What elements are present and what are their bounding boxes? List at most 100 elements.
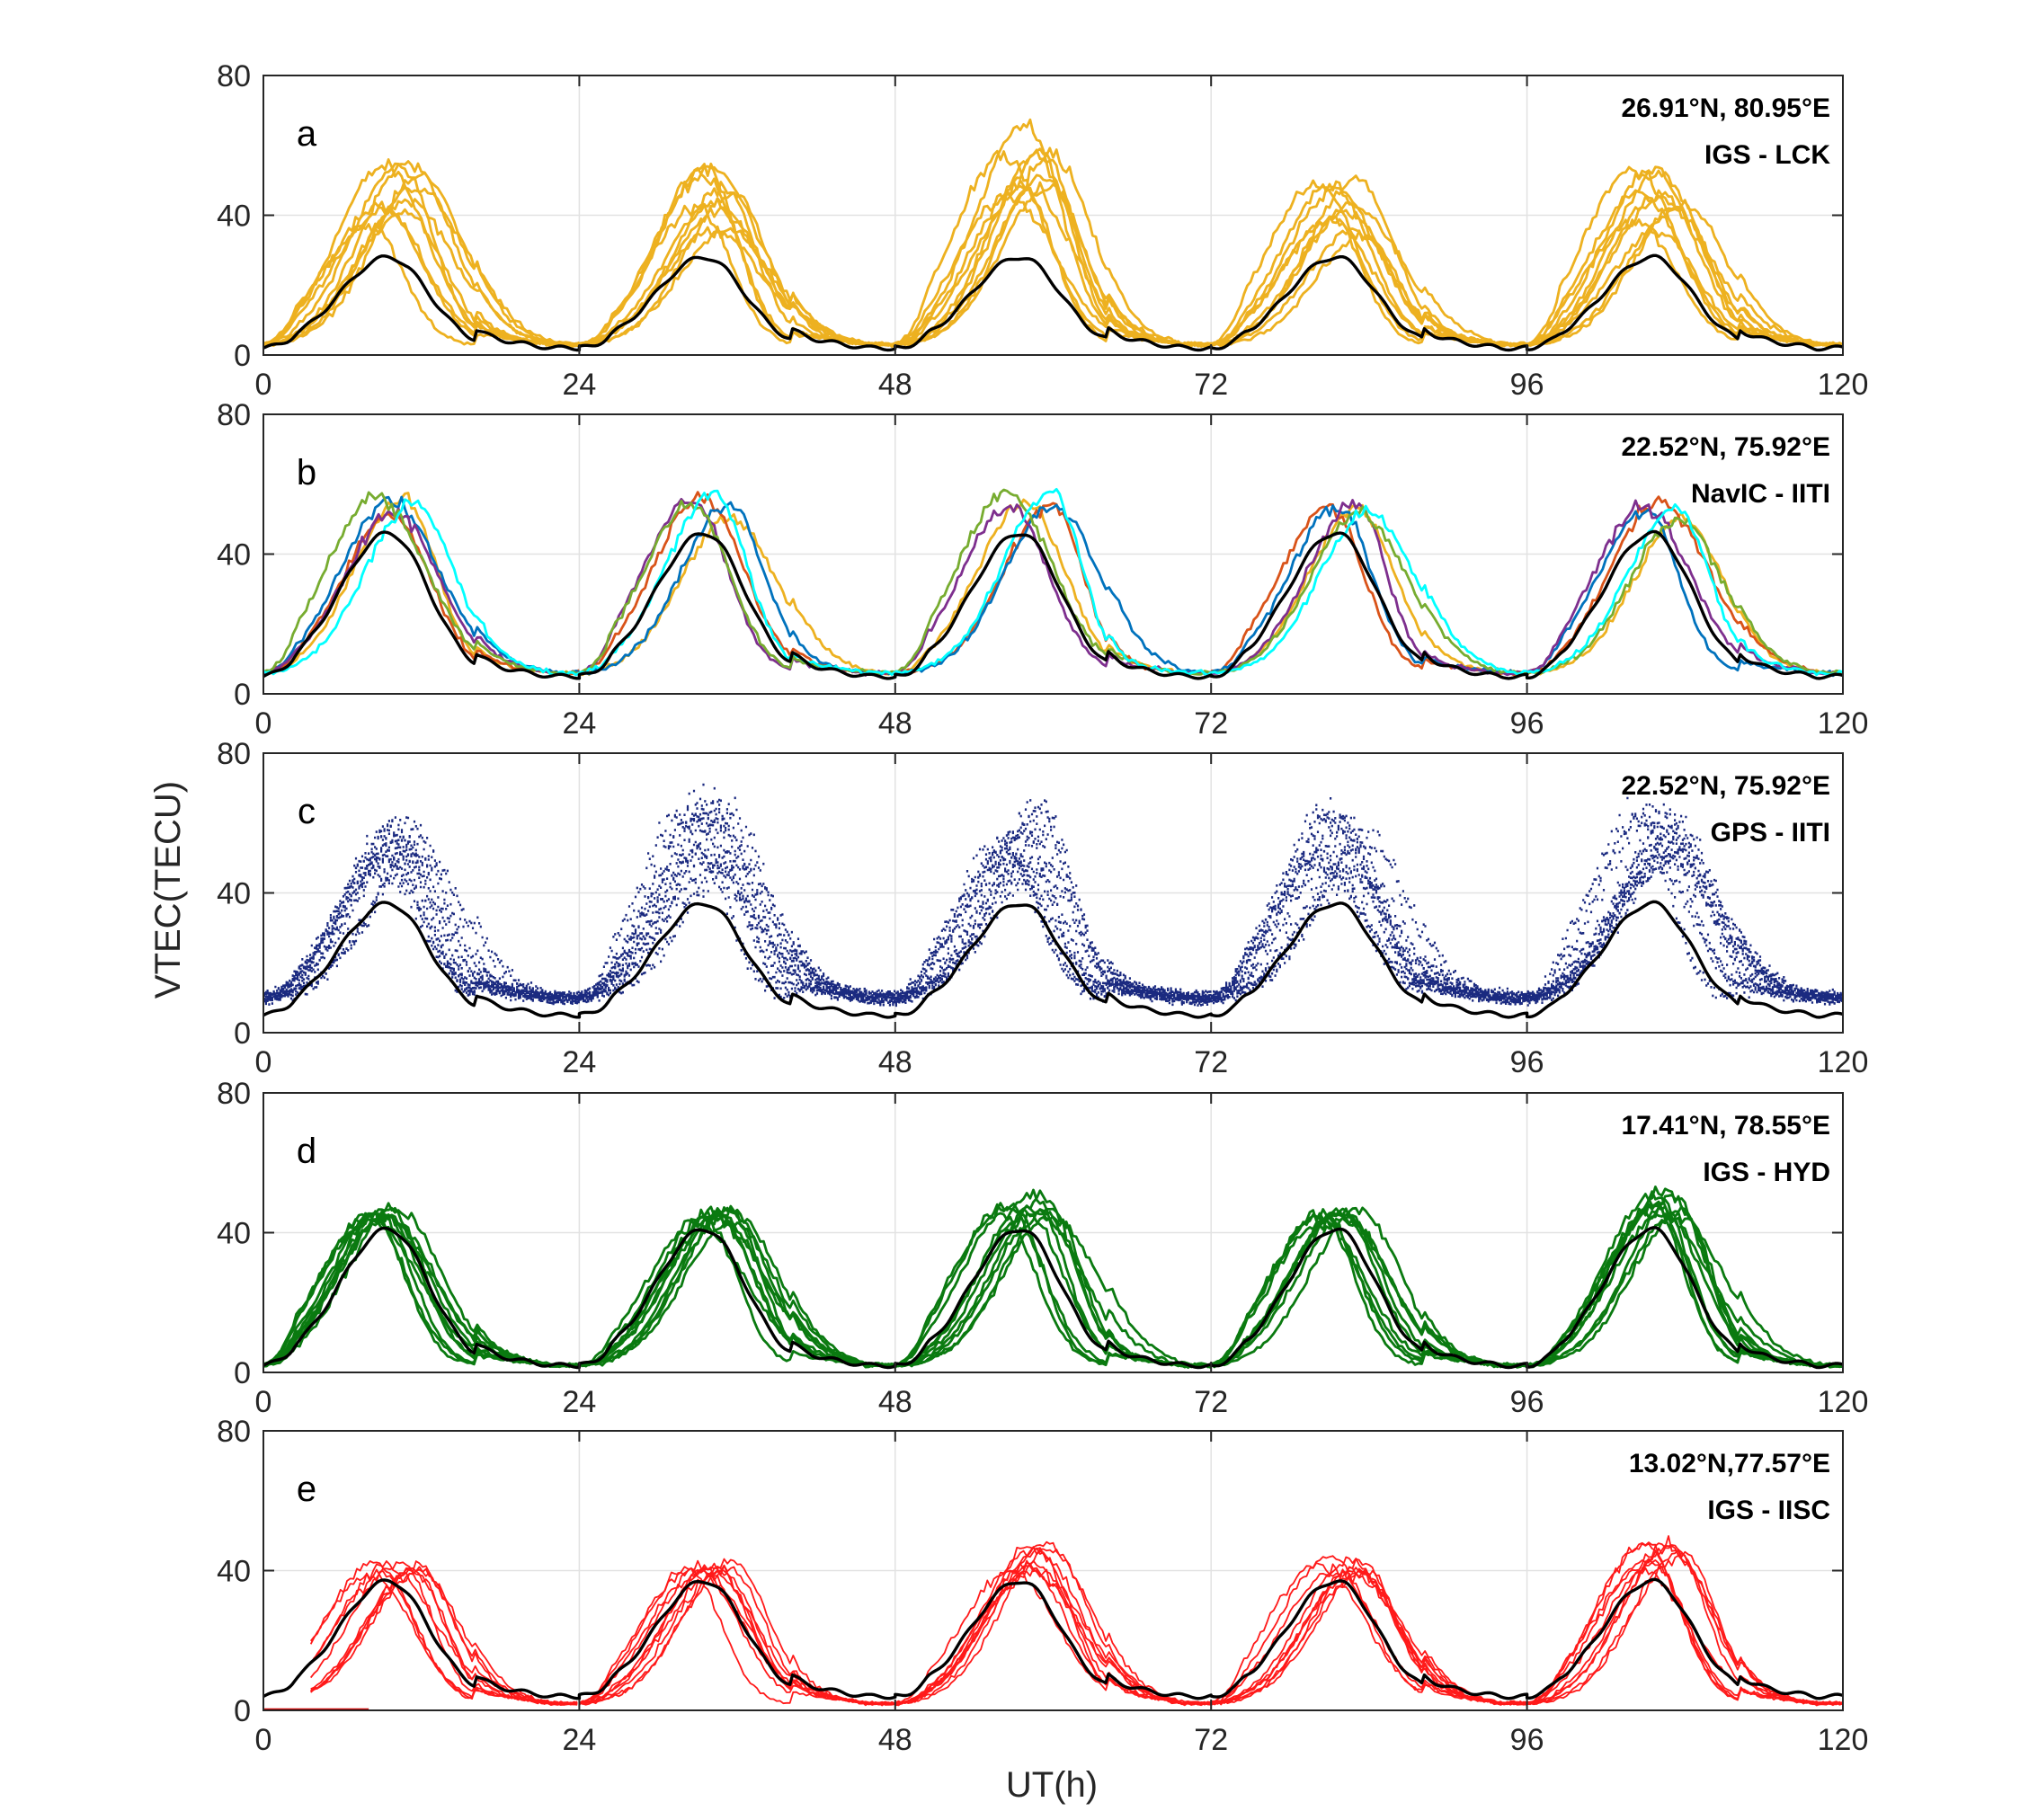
observed-line — [1210, 215, 1527, 348]
y-tick-label: 40 — [217, 1217, 251, 1251]
x-tick-label: 48 — [878, 1385, 912, 1419]
y-tick-label: 80 — [217, 59, 251, 93]
plot-area-a — [263, 118, 1843, 352]
station-name: IGS - LCK — [1704, 140, 1830, 170]
observed-line — [1526, 194, 1843, 348]
y-tick-label: 40 — [217, 200, 251, 234]
model-line — [263, 1226, 1843, 1370]
observed-line — [894, 1559, 1212, 1707]
y-tick-label: 0 — [234, 1694, 251, 1728]
x-tick-label: 120 — [1818, 1385, 1869, 1419]
x-tick-label: 48 — [878, 706, 912, 741]
observed-line — [1526, 516, 1843, 676]
y-tick-label: 40 — [217, 538, 251, 573]
observed-line — [1526, 1561, 1843, 1706]
observed-line — [1210, 1562, 1527, 1706]
x-tick-label: 24 — [562, 1385, 596, 1419]
y-axis-label: VTEC(TECU) — [148, 781, 188, 999]
observed-line — [263, 186, 580, 346]
panel-label-d: d — [297, 1132, 316, 1171]
observed-line — [1526, 189, 1843, 348]
panel-a: 0 24 48 72 96 120 0 40 80 a 26.91°N, 80.95°E IGS - … — [217, 59, 1868, 402]
observed-line — [579, 498, 896, 677]
observed-line — [578, 1205, 896, 1369]
y-tick-label: 0 — [234, 1017, 251, 1051]
y-tick-label: 40 — [217, 877, 251, 911]
x-tick-label: 96 — [1510, 706, 1544, 741]
observed-dots — [1526, 803, 1843, 1001]
station-name: GPS - IITI — [1711, 818, 1830, 848]
observed-line — [263, 498, 581, 677]
observed-line — [894, 179, 1212, 347]
y-tick-label: 80 — [217, 737, 251, 771]
panel-label-e: e — [297, 1469, 316, 1509]
x-tick-label: 72 — [1194, 1385, 1228, 1419]
observed-line — [1526, 502, 1843, 677]
observed-line — [1210, 504, 1527, 676]
x-tick-label: 0 — [255, 1723, 272, 1757]
y-tick-label: 80 — [217, 1415, 251, 1449]
panel-label-b: b — [297, 453, 316, 493]
x-tick-label: 120 — [1818, 1723, 1869, 1757]
panels: 0 24 48 72 96 120 0 40 80 a 26.91°N, 80.95°E IGS - … — [217, 59, 1868, 1757]
x-tick-label: 0 — [255, 1385, 272, 1419]
observed-line — [894, 146, 1212, 347]
observed-dots — [579, 792, 896, 1005]
panel-label-a: a — [297, 114, 317, 154]
model-line — [263, 1577, 1843, 1700]
panel-e: 0 24 48 72 96 120 0 40 80 e 13.02°N,77.57°E IGS - I… — [217, 1415, 1868, 1757]
plot-area-c — [263, 783, 1843, 1019]
x-tick-label: 48 — [878, 1723, 912, 1757]
station-coordinates: 22.52°N, 75.92°E — [1622, 432, 1831, 462]
y-tick-label: 0 — [234, 339, 251, 373]
x-tick-label: 0 — [255, 1045, 272, 1079]
observed-line — [1210, 1206, 1528, 1369]
y-tick-label: 0 — [234, 678, 251, 712]
panel-label-c: c — [298, 792, 316, 831]
x-tick-label: 24 — [562, 1723, 596, 1757]
observed-line — [263, 491, 580, 676]
panel-d: 0 24 48 72 96 120 0 40 80 d 17.41°N, 78.55°E IGS - … — [217, 1077, 1868, 1419]
model-line — [263, 529, 1843, 680]
x-tick-label: 96 — [1510, 1723, 1544, 1757]
observed-line — [894, 1204, 1212, 1368]
y-tick-label: 40 — [217, 1555, 251, 1589]
observed-line — [310, 1567, 578, 1705]
station-name: NavIC - IITI — [1691, 479, 1830, 509]
observed-line — [1211, 505, 1527, 675]
station-coordinates: 22.52°N, 75.92°E — [1622, 771, 1831, 801]
observed-line — [263, 1210, 581, 1369]
observed-line — [1526, 1211, 1843, 1368]
observed-line — [894, 1546, 1212, 1706]
observed-line — [579, 1206, 896, 1368]
observed-line — [1526, 1545, 1843, 1706]
observed-line — [1526, 199, 1843, 347]
y-tick-label: 80 — [217, 1077, 251, 1111]
panel-b: 0 24 48 72 96 120 0 40 80 b 22.52°N, 75.92°E NavIC … — [217, 398, 1868, 741]
x-tick-label: 72 — [1194, 368, 1228, 402]
observed-line — [894, 487, 1213, 677]
observed-line — [894, 1563, 1212, 1705]
x-tick-label: 72 — [1194, 706, 1228, 741]
x-tick-label: 24 — [562, 1045, 596, 1079]
plot-area-b — [263, 487, 1843, 680]
x-tick-label: 96 — [1510, 368, 1544, 402]
observed-line — [894, 147, 1212, 348]
observed-line — [263, 205, 580, 347]
panel-c: 0 24 48 72 96 120 0 40 80 c 22.52°N, 75.92°E GPS - … — [217, 737, 1868, 1079]
observed-line — [579, 1564, 895, 1706]
x-tick-label: 120 — [1818, 1045, 1869, 1079]
y-tick-label: 0 — [234, 1356, 251, 1390]
observed-dots — [263, 816, 580, 1004]
model-line — [263, 900, 1843, 1019]
x-tick-label: 48 — [878, 1045, 912, 1079]
x-tick-label: 24 — [562, 368, 596, 402]
model-line — [263, 253, 1843, 352]
observed-line — [578, 1210, 896, 1368]
observed-dots — [1211, 812, 1527, 1003]
x-tick-label: 24 — [562, 706, 596, 741]
x-tick-label: 96 — [1510, 1385, 1544, 1419]
y-tick-label: 80 — [217, 398, 251, 432]
observed-dots — [1526, 848, 1843, 1007]
